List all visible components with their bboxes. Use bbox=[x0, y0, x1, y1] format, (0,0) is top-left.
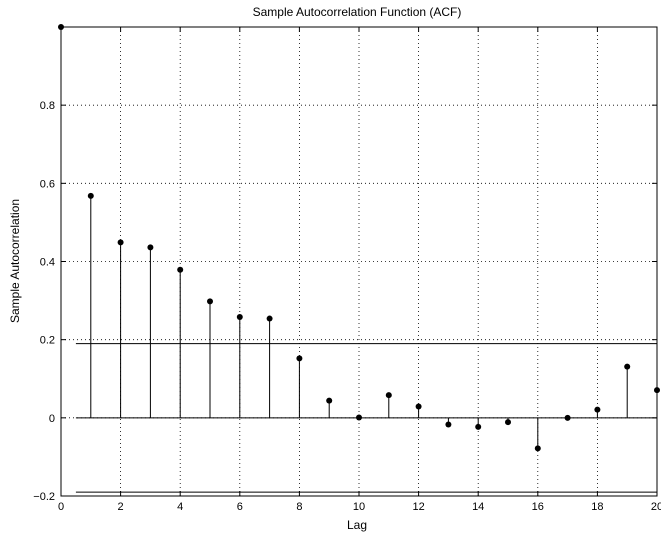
chart-title: Sample Autocorrelation Function (ACF) bbox=[253, 5, 462, 19]
acf-marker bbox=[564, 414, 571, 421]
acf-marker bbox=[415, 403, 422, 410]
y-tick-labels: −0.2 0 0.2 0.4 0.6 0.8 bbox=[33, 100, 55, 503]
y-tick-label: 0.2 bbox=[40, 335, 55, 347]
acf-marker bbox=[296, 355, 303, 362]
acf-marker bbox=[236, 313, 243, 320]
x-tick-label: 20 bbox=[651, 501, 661, 513]
acf-marker bbox=[266, 315, 273, 322]
acf-marker bbox=[207, 298, 213, 305]
x-tick-label: 12 bbox=[412, 501, 424, 513]
y-tick-label: 0.8 bbox=[40, 100, 55, 112]
acf-marker bbox=[534, 445, 541, 452]
y-tick-label: 0 bbox=[49, 413, 55, 425]
x-tick-label: 8 bbox=[296, 501, 302, 513]
acf-marker bbox=[624, 363, 631, 370]
x-tick-label: 0 bbox=[58, 501, 64, 513]
acf-marker bbox=[445, 421, 452, 428]
acf-marker bbox=[326, 397, 333, 404]
confidence-bounds bbox=[75, 343, 657, 493]
acf-marker bbox=[505, 419, 511, 426]
acf-marker bbox=[87, 192, 94, 199]
acf-marker bbox=[177, 266, 184, 273]
y-tick-label: 0.4 bbox=[40, 257, 55, 269]
acf-marker bbox=[147, 244, 154, 251]
acf-marker bbox=[475, 423, 482, 430]
x-tick-labels: 0 2 4 6 8 10 12 14 16 18 20 bbox=[58, 501, 661, 513]
x-tick-label: 18 bbox=[591, 501, 603, 513]
y-tick-label: −0.2 bbox=[33, 491, 55, 503]
x-axis-label: Lag bbox=[347, 518, 367, 532]
x-tick-label: 10 bbox=[353, 501, 365, 513]
x-tick-label: 4 bbox=[177, 501, 183, 513]
y-axis-label: Sample Autocorrelation bbox=[8, 199, 22, 323]
acf-marker bbox=[117, 239, 124, 246]
x-tick-label: 16 bbox=[532, 501, 544, 513]
x-tick-label: 14 bbox=[472, 501, 484, 513]
y-tick-label: 0.6 bbox=[40, 178, 55, 190]
x-tick-label: 6 bbox=[237, 501, 243, 513]
acf-marker bbox=[385, 392, 392, 399]
acf-marker bbox=[594, 406, 601, 413]
acf-marker bbox=[356, 414, 362, 421]
axis-ticks bbox=[60, 27, 658, 497]
x-tick-label: 2 bbox=[118, 501, 124, 513]
acf-stems bbox=[58, 24, 660, 452]
